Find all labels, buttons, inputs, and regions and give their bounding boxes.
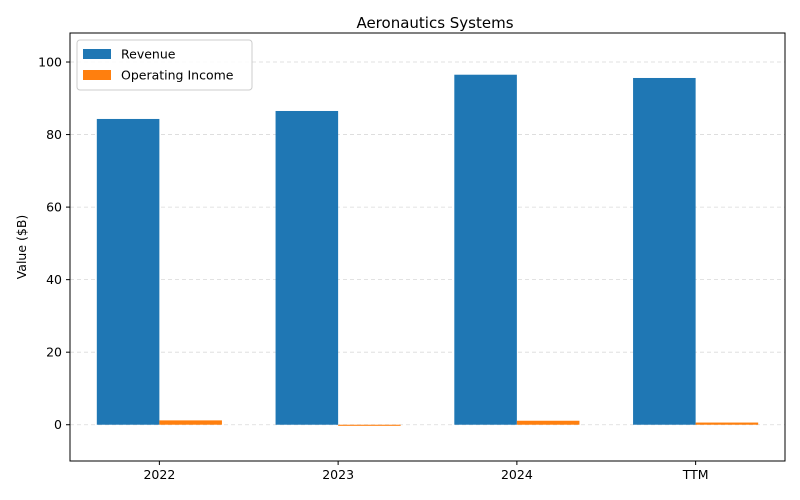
x-tick-label: 2022 [143,467,175,482]
bars [96,74,759,426]
y-tick-label: 20 [46,345,62,360]
x-tick-label: TTM [682,467,709,482]
bar-revenue [454,74,517,425]
chart-title: Aeronautics Systems [356,14,513,32]
legend-label: Operating Income [121,68,234,83]
legend-swatch [83,49,111,59]
legend: Revenue Operating Income [76,39,253,91]
plot-frame [69,32,786,462]
y-tick-label: 60 [46,200,62,215]
x-tick-label: 2024 [501,467,533,482]
y-axis-label: Value ($B) [14,215,29,280]
legend-swatch [83,70,111,80]
y-tick-label: 80 [46,127,62,142]
bar-operating-income [695,422,759,425]
y-tick-label: 100 [38,55,62,70]
x-tick-label: 2023 [322,467,354,482]
bar-revenue [633,77,696,425]
y-tick-label: 0 [54,417,62,432]
bar-operating-income [338,424,401,426]
bar-operating-income [516,420,580,425]
bar-revenue [96,118,160,425]
x-axis: 2022 2023 2024 TTM [143,461,709,482]
legend-label: Revenue [121,47,176,62]
bar-operating-income [159,420,222,425]
legend-box [76,39,253,91]
y-tick-label: 40 [46,272,62,287]
bar-revenue [275,110,339,425]
y-axis: 0 20 40 60 80 100 [38,55,70,432]
